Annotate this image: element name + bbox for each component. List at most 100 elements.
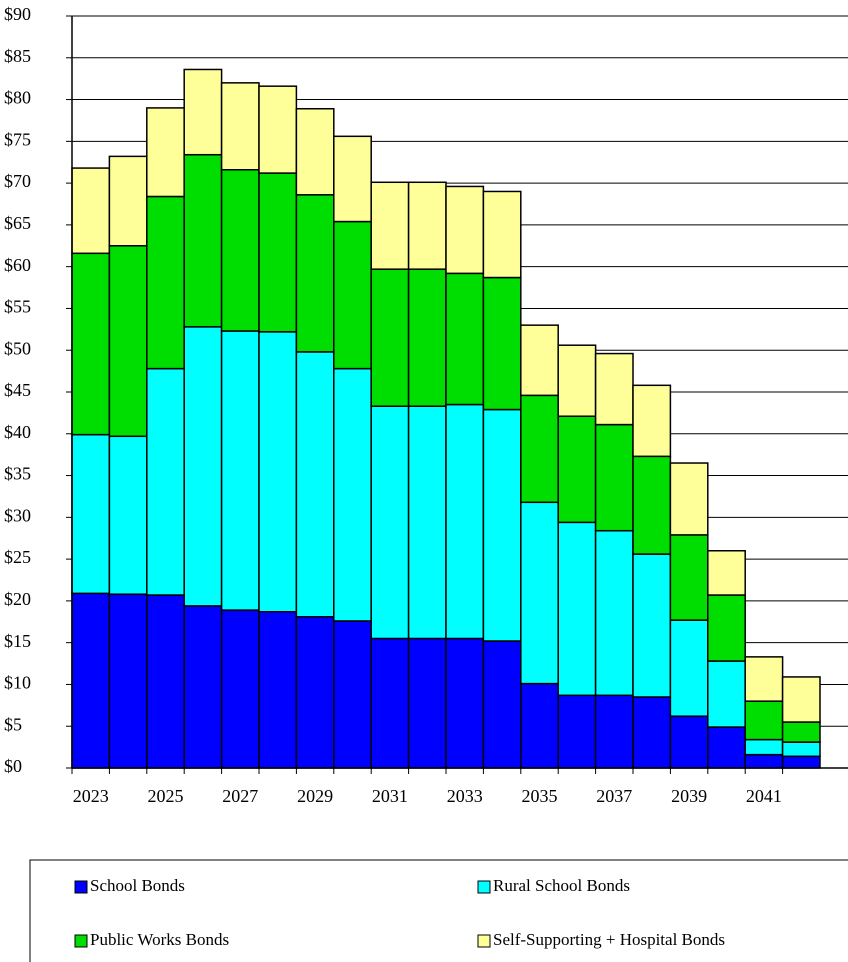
bar-segment (594, 352, 634, 426)
bar-segment (295, 194, 335, 353)
x-tick-label: 2025 (148, 786, 184, 806)
legend-swatch (477, 934, 491, 948)
bar-segment (183, 605, 223, 769)
bar-segment (333, 135, 372, 223)
x-tick-label: 2031 (372, 786, 408, 806)
bar-segment (669, 715, 709, 769)
y-tick-label: $70 (4, 171, 31, 191)
y-tick-label: $55 (4, 297, 31, 317)
legend-swatch (74, 934, 88, 948)
bar-segment (71, 433, 111, 595)
bar-segment (632, 384, 672, 458)
bar-segment (520, 324, 559, 397)
bar-segment (482, 276, 522, 411)
bar-segment (333, 367, 372, 622)
bar-segment (407, 181, 447, 270)
bar-segment (108, 245, 148, 438)
bar-segment (744, 656, 784, 702)
bar-segment (220, 609, 260, 769)
bar-segment (781, 741, 821, 758)
bar-segment (632, 696, 672, 769)
bar-segment (295, 351, 335, 618)
bar-segment (333, 620, 372, 769)
bar-segment (632, 455, 672, 555)
bar-segment (707, 594, 746, 662)
bar-segment (669, 619, 709, 717)
bar-segment (370, 405, 410, 640)
bar-segment (370, 637, 410, 769)
y-tick-label: $35 (4, 464, 31, 484)
bar-segment (108, 593, 148, 769)
bar-segment (707, 726, 746, 769)
bar-segment (594, 529, 634, 697)
bar-segment (333, 220, 372, 370)
bar-segment (220, 82, 260, 171)
bar-segment (108, 155, 148, 247)
bar-segment (632, 553, 672, 698)
bar-segment (445, 272, 485, 406)
bar-segment (707, 660, 746, 728)
bar-segment (146, 367, 185, 596)
y-tick-label: $15 (4, 631, 31, 651)
bar-segment (183, 153, 223, 328)
y-tick-label: $25 (4, 547, 31, 567)
x-tick-label: 2033 (447, 786, 483, 806)
bar-segment (781, 755, 821, 769)
bar-segment (71, 167, 111, 255)
bar-segment (370, 181, 410, 270)
legend: School Bonds Rural School Bonds Public Wor… (29, 859, 848, 962)
x-tick-label: 2035 (522, 786, 558, 806)
y-tick-label: $30 (4, 505, 31, 525)
bar-segment (146, 107, 185, 198)
bar-segment (71, 592, 111, 769)
bar-segment (183, 68, 223, 156)
bar-segment (445, 185, 485, 275)
bar-segment (781, 676, 821, 723)
bar-segment (557, 344, 597, 417)
bar-segment (370, 268, 410, 407)
bar-segment (258, 331, 298, 613)
bar-segment (669, 462, 709, 536)
bar-segment (594, 423, 634, 532)
bar-segment (146, 594, 185, 769)
y-tick-label: $5 (4, 714, 22, 734)
bar-segment (295, 616, 335, 769)
x-tick-label: 2029 (297, 786, 333, 806)
bar-segment (482, 408, 522, 642)
bar-segment (669, 534, 709, 621)
x-tick-label: 2041 (746, 786, 782, 806)
bar-segment (258, 172, 298, 333)
y-tick-label: $40 (4, 422, 31, 442)
y-tick-label: $60 (4, 255, 31, 275)
bar-segment (445, 637, 485, 769)
bar-segment (146, 195, 185, 370)
bar-segment (407, 268, 447, 407)
bar-segment (520, 394, 559, 504)
y-tick-label: $65 (4, 213, 31, 233)
bar-segment (71, 252, 111, 436)
bar-segment (220, 330, 260, 611)
y-tick-label: $75 (4, 129, 31, 149)
legend-label: School Bonds (90, 876, 185, 895)
bar-segment (482, 640, 522, 769)
x-tick-label: 2023 (73, 786, 109, 806)
bar-segment (220, 168, 260, 332)
bar-segment (482, 190, 522, 279)
y-tick-label: $85 (4, 46, 31, 66)
legend-label: Rural School Bonds (493, 876, 630, 895)
x-tick-label: 2039 (671, 786, 707, 806)
y-tick-label: $20 (4, 589, 31, 609)
bar-segment (744, 753, 784, 769)
bar-segment (557, 415, 597, 524)
x-tick-label: 2027 (222, 786, 258, 806)
bar-segment (594, 694, 634, 769)
legend-label: Public Works Bonds (90, 930, 229, 949)
bar-segment (108, 435, 148, 595)
bar-segment (707, 550, 746, 596)
y-tick-label: $50 (4, 338, 31, 358)
bar-segment (557, 521, 597, 697)
bar-segment (520, 501, 559, 685)
legend-box (29, 859, 848, 962)
